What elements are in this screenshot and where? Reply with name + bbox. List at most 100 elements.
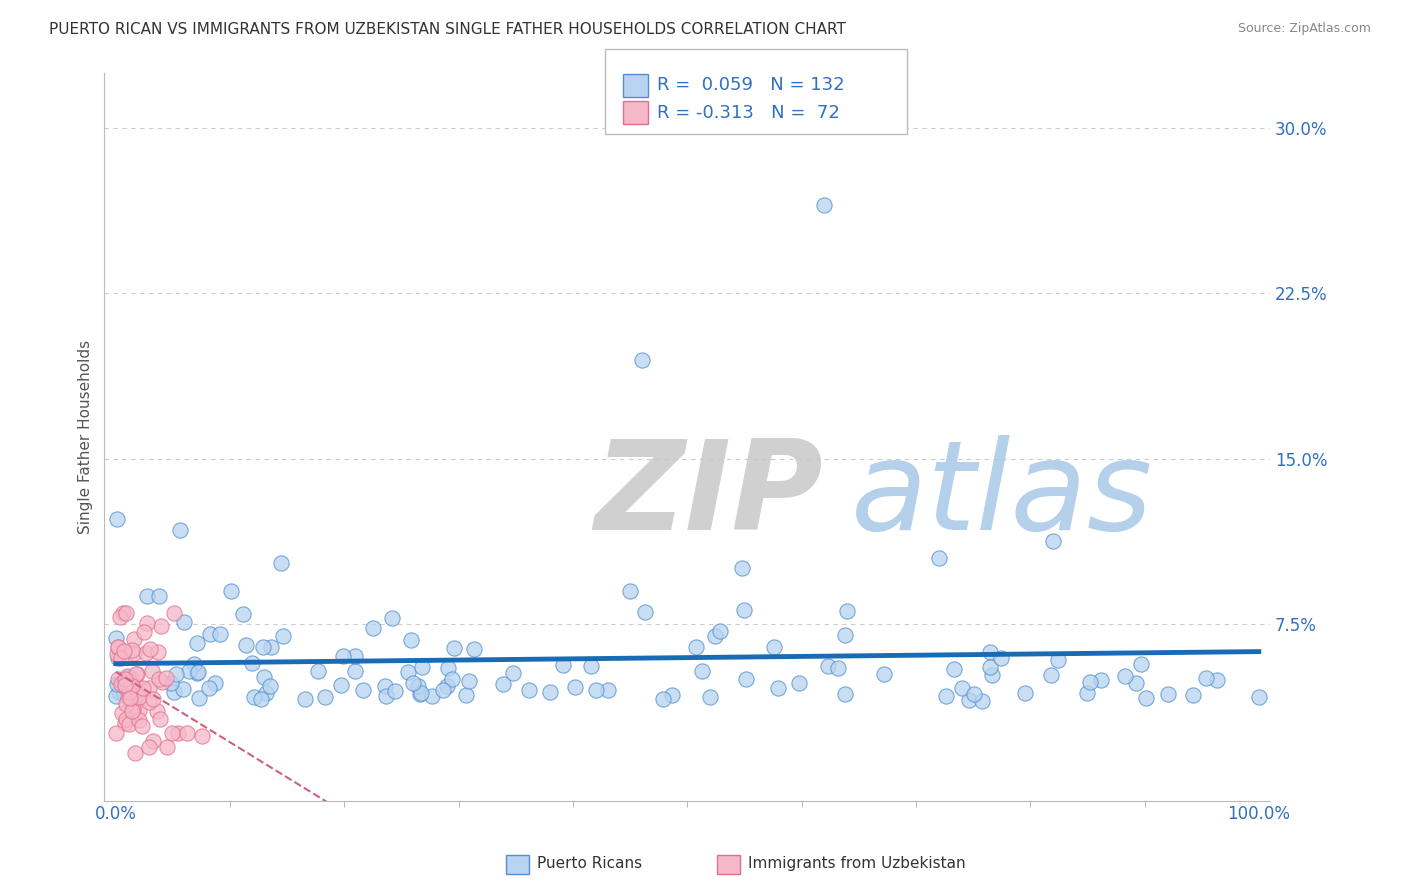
Point: [254, 686, 277, 700]
Point: [314, 690, 336, 704]
Point: [148, 589, 170, 603]
Point: [1125, 676, 1147, 690]
Point: [1157, 687, 1180, 701]
Point: [173, 615, 195, 629]
Point: [294, 691, 316, 706]
Point: [127, 679, 149, 693]
Point: [138, 739, 160, 754]
Point: [114, 680, 136, 694]
Point: [399, 632, 422, 647]
Point: [260, 640, 283, 654]
Point: [128, 703, 150, 717]
Point: [204, 676, 226, 690]
Point: [121, 643, 143, 657]
Point: [107, 640, 129, 655]
Point: [699, 690, 721, 704]
Point: [361, 621, 384, 635]
Point: [149, 712, 172, 726]
Point: [155, 740, 177, 755]
Point: [492, 677, 515, 691]
Point: [163, 685, 186, 699]
Point: [142, 692, 165, 706]
Text: Immigrants from Uzbekistan: Immigrants from Uzbekistan: [748, 856, 966, 871]
Point: [959, 693, 981, 707]
Point: [271, 628, 294, 642]
Point: [121, 704, 143, 718]
Point: [208, 627, 231, 641]
Point: [381, 611, 404, 625]
Point: [928, 551, 950, 566]
Point: [709, 624, 731, 638]
Point: [124, 746, 146, 760]
Point: [138, 641, 160, 656]
Text: PUERTO RICAN VS IMMIGRANTS FROM UZBEKISTAN SINGLE FATHER HOUSEHOLDS CORRELATION : PUERTO RICAN VS IMMIGRANTS FROM UZBEKIST…: [49, 22, 846, 37]
Point: [240, 656, 263, 670]
Point: [142, 733, 165, 747]
Point: [115, 606, 138, 620]
Point: [105, 632, 128, 646]
Point: [120, 671, 142, 685]
Point: [259, 679, 281, 693]
Point: [112, 644, 135, 658]
Point: [124, 684, 146, 698]
Point: [252, 670, 274, 684]
Point: [135, 616, 157, 631]
Point: [114, 716, 136, 731]
Text: Puerto Ricans: Puerto Ricans: [537, 856, 643, 871]
Point: [169, 524, 191, 538]
Point: [690, 664, 713, 678]
Point: [437, 661, 460, 675]
Point: [458, 674, 481, 689]
Point: [1135, 691, 1157, 706]
Point: [411, 686, 433, 700]
Point: [384, 683, 406, 698]
Point: [813, 198, 835, 212]
Point: [121, 679, 143, 693]
Point: [374, 679, 396, 693]
Point: [252, 640, 274, 654]
Point: [1090, 673, 1112, 688]
Point: [186, 665, 208, 680]
Text: R =  0.059   N = 132: R = 0.059 N = 132: [657, 77, 844, 95]
Point: [125, 667, 148, 681]
Point: [436, 679, 458, 693]
Point: [332, 648, 354, 663]
Point: [186, 636, 208, 650]
Point: [150, 619, 173, 633]
Point: [114, 678, 136, 692]
Point: [463, 642, 485, 657]
Point: [111, 606, 134, 620]
Point: [731, 561, 754, 575]
Point: [766, 681, 789, 695]
Point: [118, 685, 141, 699]
Point: [111, 706, 134, 721]
Point: [200, 627, 222, 641]
Point: [270, 556, 292, 570]
Point: [375, 690, 398, 704]
Point: [596, 682, 619, 697]
Point: [735, 672, 758, 686]
Point: [440, 673, 463, 687]
Point: [1114, 669, 1136, 683]
Point: [148, 672, 170, 686]
Point: [105, 689, 128, 703]
Point: [564, 680, 586, 694]
Point: [112, 676, 135, 690]
Point: [124, 699, 146, 714]
Point: [127, 687, 149, 701]
Point: [1042, 534, 1064, 549]
Point: [148, 645, 170, 659]
Point: [118, 680, 141, 694]
Point: [219, 583, 242, 598]
Point: [150, 675, 173, 690]
Point: [1078, 674, 1101, 689]
Point: [125, 684, 148, 698]
Text: atlas: atlas: [851, 434, 1153, 556]
Point: [250, 692, 273, 706]
Point: [165, 666, 187, 681]
Point: [411, 660, 433, 674]
Point: [585, 683, 607, 698]
Point: [733, 603, 755, 617]
Point: [183, 657, 205, 672]
Point: [115, 712, 138, 726]
